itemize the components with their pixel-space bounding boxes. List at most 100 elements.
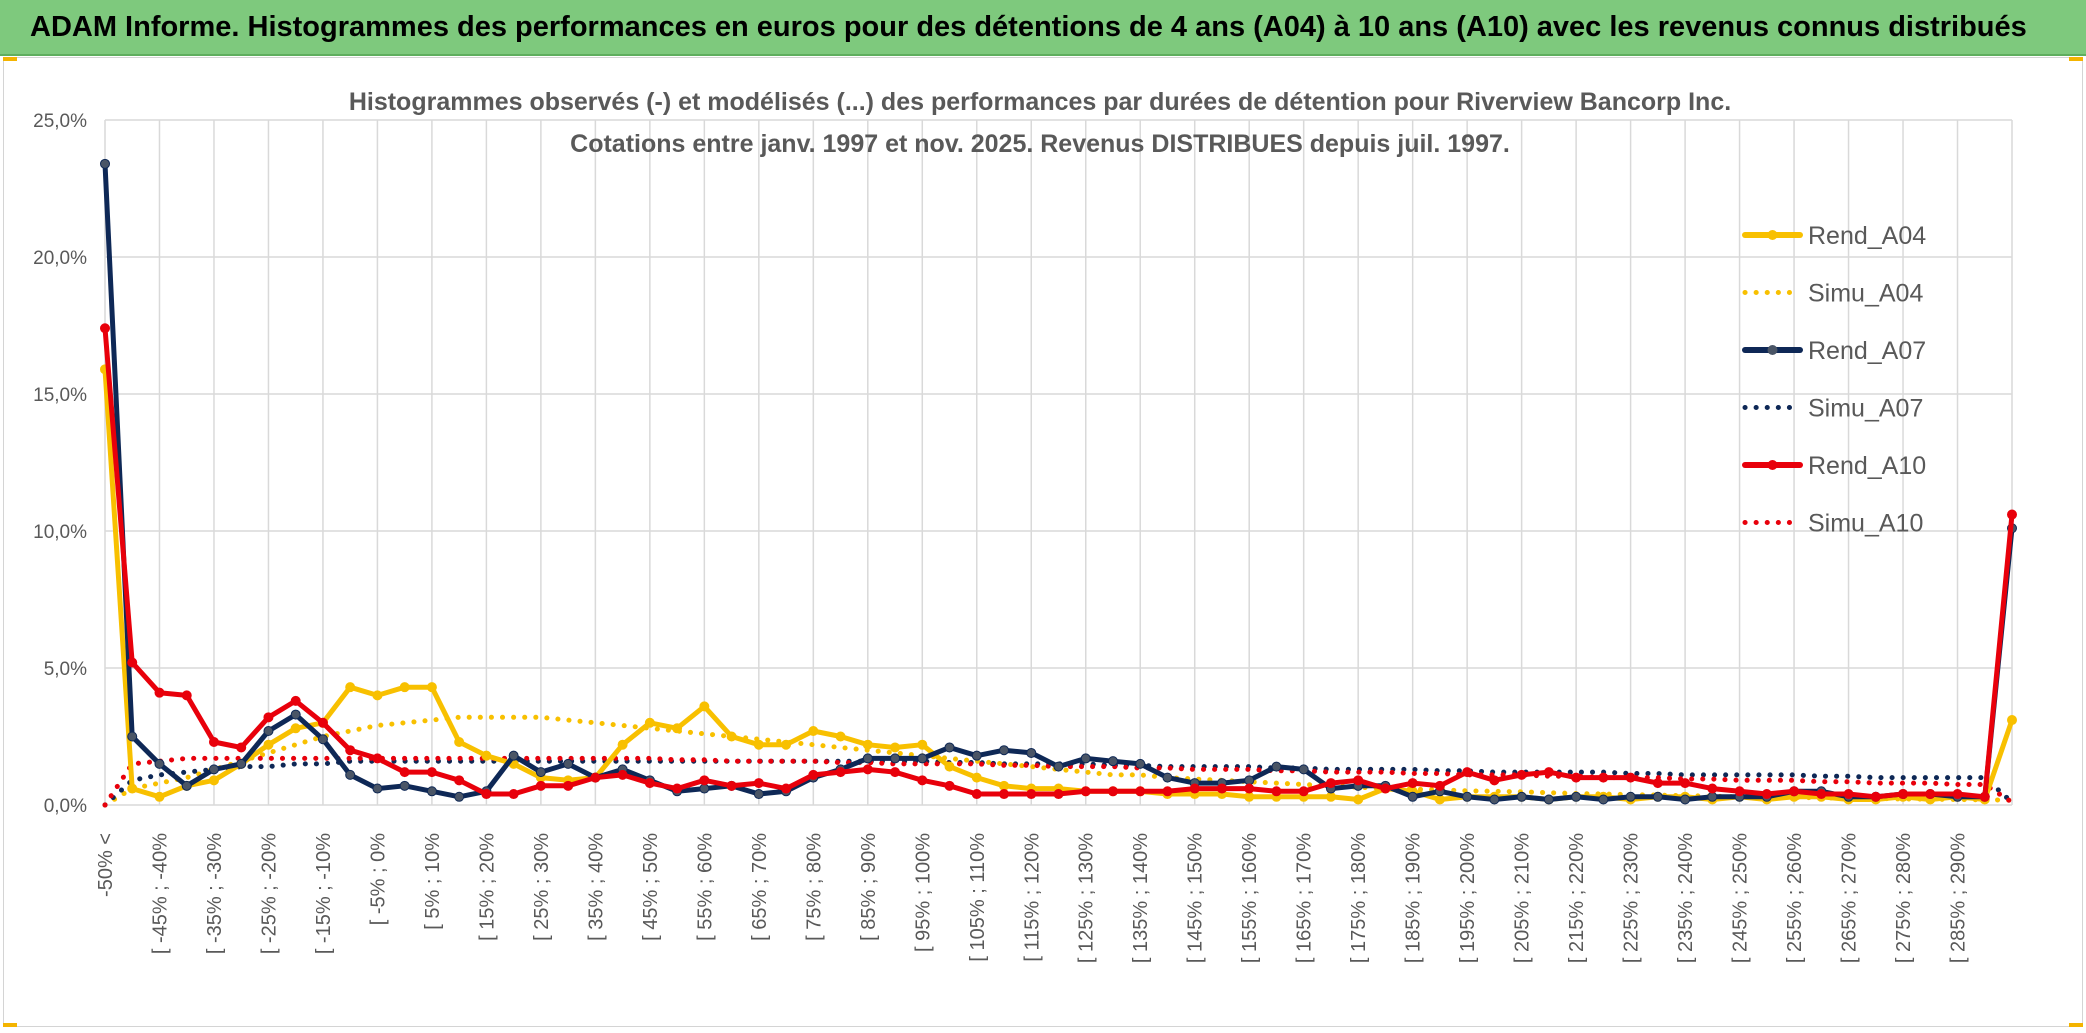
x-tick-label: [ 145% ; 150% [1185,833,1207,963]
data-point-rend_a10 [999,789,1010,800]
data-point-rend_a07 [1625,791,1636,802]
data-point-rend_a10 [617,769,628,780]
data-point-rend_a10 [426,767,437,778]
data-point-rend_a04 [1325,791,1336,802]
data-point-rend_a10 [127,657,138,668]
data-point-rend_a10 [1734,786,1745,797]
data-point-rend_a10 [1707,783,1718,794]
data-point-rend_a10 [1462,767,1473,778]
axis-layer: 0,0% 5,0% 10,0% 15,0% 20,0% 25,0% -50% < [ -45%… [33,111,1969,963]
series-line-rend_a07 [102,161,2015,802]
data-point-rend_a10 [1353,775,1364,786]
corner-accent [2069,57,2083,61]
data-point-rend_a07 [1244,775,1255,786]
corner-accent [2069,1023,2083,1027]
data-point-rend_a04 [808,726,819,737]
data-point-rend_a10 [944,780,955,791]
data-point-rend_a10 [1080,786,1091,797]
data-point-rend_a10 [535,780,546,791]
data-point-rend_a04 [890,742,901,753]
data-point-rend_a10 [1135,786,1146,797]
data-point-rend_a10 [208,736,219,747]
chart-frame [3,57,2083,1027]
data-point-rend_a04 [971,772,982,783]
data-point-rend_a04 [1434,794,1445,805]
data-point-rend_a04 [699,701,710,712]
data-point-rend_a04 [835,731,846,742]
data-point-rend_a04 [999,780,1010,791]
y-tick-label: 5,0% [44,659,87,680]
data-point-rend_a10 [1380,783,1391,794]
data-point-rend_a04 [290,723,301,734]
data-point-rend_a10 [1107,786,1118,797]
data-point-rend_a04 [454,736,465,747]
data-point-rend_a07 [1543,794,1554,805]
data-point-rend_a10 [672,783,683,794]
data-point-rend_a04 [917,739,928,750]
data-point-rend_a10 [1407,778,1418,789]
data-point-rend_a10 [1325,778,1336,789]
data-point-rend_a07 [563,758,574,769]
data-point-rend_a07 [317,734,328,745]
x-tick-label: [ 135% ; 140% [1130,833,1152,963]
data-point-rend_a07 [699,783,710,794]
data-point-rend_a10 [699,775,710,786]
data-point-rend_a10 [1843,789,1854,800]
data-point-rend_a10 [1489,775,1500,786]
data-point-rend_a10 [1298,786,1309,797]
series-layer [100,158,2017,808]
x-tick-label: [ 75% ; 80% [803,833,825,941]
data-point-rend_a07 [1680,794,1691,805]
report-banner-title: ADAM Informe. Histogrammes des performan… [0,0,2086,56]
data-point-rend_a07 [154,758,165,769]
y-tick-label: 15,0% [33,385,87,406]
data-point-rend_a07 [1026,747,1037,758]
data-point-rend_a07 [1571,791,1582,802]
data-point-rend_a10 [263,712,274,723]
data-point-rend_a07 [1407,791,1418,802]
legend-marker-rend_a07 [1767,345,1778,355]
data-point-rend_a10 [236,742,247,753]
legend-marker-rend_a04 [1767,230,1778,240]
data-point-rend_a07 [263,726,274,737]
data-point-rend_a07 [345,769,356,780]
x-tick-label: [ 35% ; 40% [585,833,607,941]
legend-label-simu_a07: Simu_A07 [1808,395,1923,423]
data-point-rend_a07 [1080,753,1091,764]
corner-accent [3,1023,17,1027]
x-tick-label: [ -25% ; -20% [258,833,280,954]
y-tick-label: 25,0% [33,111,87,132]
x-tick-label: [ 65% ; 70% [749,833,771,941]
data-point-rend_a10 [1053,789,1064,800]
data-point-rend_a10 [154,687,165,698]
data-point-rend_a10 [1434,780,1445,791]
data-point-rend_a10 [1761,789,1772,800]
x-tick-label: [ 25% ; 30% [531,833,553,941]
data-point-rend_a10 [1952,789,1963,800]
data-point-rend_a07 [1652,791,1663,802]
x-tick-label: [ 95% ; 100% [912,833,934,952]
data-point-rend_a10 [971,789,982,800]
data-point-rend_a07 [127,731,138,742]
data-point-rend_a10 [644,778,655,789]
chart-title: Histogrammes observés (-) et modélisés (… [349,88,1731,116]
x-tick-label: [ 45% ; 50% [640,833,662,941]
data-point-rend_a10 [508,789,519,800]
x-tick-label: [ 255% ; 260% [1784,833,1806,963]
y-tick-label: 20,0% [33,248,87,269]
series-line-rend_a10 [102,325,2015,800]
data-point-rend_a07 [1462,791,1473,802]
data-point-rend_a10 [2007,509,2017,520]
x-tick-label: [ 225% ; 230% [1621,833,1643,963]
data-point-rend_a07 [1135,758,1146,769]
data-point-rend_a10 [1680,778,1691,789]
x-tick-label: [ 195% ; 200% [1457,833,1479,963]
data-point-rend_a04 [208,775,219,786]
data-point-rend_a07 [208,764,219,775]
data-point-rend_a10 [835,767,846,778]
x-tick-label: [ 175% ; 180% [1348,833,1370,963]
data-point-rend_a10 [317,717,328,728]
data-point-rend_a07 [862,753,873,764]
